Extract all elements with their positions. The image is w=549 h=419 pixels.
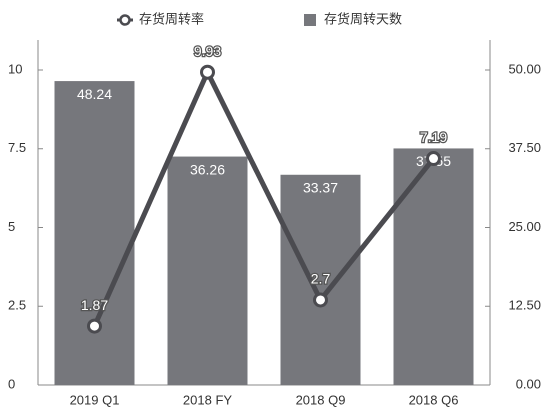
data-label: 33.37: [303, 179, 338, 195]
line: [92, 66, 436, 328]
line-marker: [87, 318, 102, 334]
x-tick-label: 2018 Q6: [409, 392, 459, 407]
y-tick-label: 10: [8, 61, 22, 76]
y2-tick-label: 37.50: [508, 140, 541, 155]
y2-tick-label: 25.00: [508, 219, 541, 234]
line-marker: [313, 292, 328, 308]
legend-label: 存货周转率: [139, 11, 204, 26]
legend-swatch: [119, 14, 131, 26]
line-marker: [200, 64, 215, 80]
y-tick-label: 5: [8, 219, 15, 234]
y2-tick-label: 0.00: [516, 376, 541, 391]
line-marker: [426, 151, 441, 167]
y-tick-label: 7.5: [8, 140, 26, 155]
legend-label: 存货周转天数: [324, 11, 402, 26]
data-label: 9.93: [194, 43, 221, 59]
bar: [54, 81, 135, 385]
bar: [280, 174, 361, 385]
x-tick-label: 2019 Q1: [70, 392, 120, 407]
y-tick-label: 2.5: [8, 298, 26, 313]
y-tick-label: 0: [8, 376, 15, 391]
bar: [167, 156, 248, 385]
bar: [393, 148, 474, 385]
y2-tick-label: 50.00: [508, 61, 541, 76]
data-label: 7.19: [420, 129, 447, 145]
data-label: 1.87: [81, 297, 108, 313]
x-tick-label: 2018 Q9: [296, 392, 346, 407]
data-label: 2.7: [311, 271, 331, 287]
legend-swatch: [304, 14, 316, 26]
data-label: 36.26: [190, 161, 225, 177]
x-tick-label: 2018 FY: [183, 392, 232, 407]
y2-tick-label: 12.50: [508, 298, 541, 313]
data-label: 48.24: [77, 86, 112, 102]
